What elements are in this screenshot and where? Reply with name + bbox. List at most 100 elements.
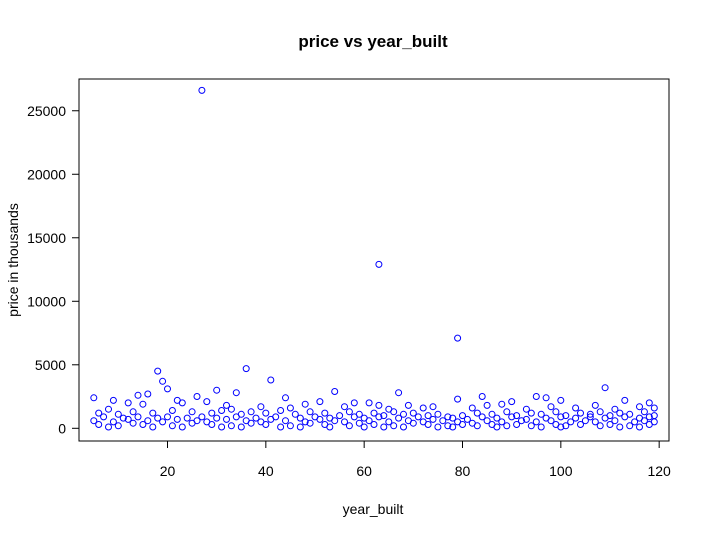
data-point (444, 413, 452, 421)
data-point (149, 409, 157, 417)
data-point (459, 412, 466, 420)
y-tick-label: 25000 (27, 103, 66, 119)
data-point (109, 418, 117, 426)
data-point (508, 398, 516, 406)
data-point (301, 418, 309, 426)
data-point (203, 398, 211, 406)
data-point (95, 421, 103, 428)
data-point (218, 407, 226, 414)
data-point (478, 393, 486, 400)
data-point (218, 423, 226, 431)
data-point (513, 412, 521, 420)
y-tick-label: 10000 (27, 293, 66, 309)
data-point (547, 403, 555, 411)
data-point (267, 376, 275, 384)
data-point (90, 417, 98, 425)
data-point (424, 421, 432, 428)
data-point (498, 418, 506, 426)
data-point (380, 412, 388, 420)
data-point (493, 423, 501, 431)
y-tick-label: 0 (58, 420, 66, 436)
data-point (262, 409, 270, 417)
data-point (375, 401, 383, 409)
x-tick-label: 20 (160, 463, 176, 479)
data-point (213, 386, 221, 394)
data-point (508, 413, 516, 421)
data-point (198, 86, 206, 94)
data-point (306, 419, 314, 427)
data-point (375, 260, 383, 268)
data-point (636, 423, 643, 431)
data-point (114, 410, 122, 418)
data-point (286, 422, 294, 430)
data-point (198, 413, 206, 421)
data-point (168, 407, 176, 414)
data-point (105, 423, 112, 431)
data-point (532, 393, 540, 400)
data-point (395, 414, 403, 422)
data-point (114, 422, 122, 430)
data-point (286, 404, 294, 412)
data-point (188, 408, 196, 416)
data-point (636, 403, 643, 411)
data-point (100, 413, 108, 421)
data-point (350, 413, 358, 421)
data-point (360, 423, 368, 431)
data-point (586, 413, 594, 421)
data-point (591, 401, 599, 409)
data-point (503, 408, 511, 416)
data-point (557, 423, 565, 431)
data-point (429, 415, 437, 423)
data-point (552, 408, 560, 416)
data-point (301, 400, 309, 408)
data-point (134, 413, 142, 421)
data-point (596, 422, 604, 430)
data-point (365, 417, 373, 425)
data-point (488, 410, 496, 418)
data-point (650, 404, 658, 412)
chart-title: price vs year_built (298, 32, 448, 51)
data-point (306, 408, 314, 416)
data-point (390, 422, 398, 430)
data-point (611, 405, 619, 413)
data-point (296, 414, 304, 422)
data-point (134, 391, 142, 399)
data-point (124, 399, 132, 407)
data-point (567, 418, 575, 426)
x-tick-label: 60 (356, 463, 372, 479)
data-point (473, 422, 481, 430)
data-point (257, 403, 265, 411)
data-point (645, 399, 653, 407)
data-point (611, 417, 619, 425)
data-point (208, 409, 216, 417)
y-tick-label: 15000 (27, 230, 66, 246)
data-point (645, 421, 653, 428)
data-point (183, 414, 191, 422)
data-point (414, 413, 422, 421)
data-point (341, 418, 348, 426)
data-point (375, 413, 383, 421)
data-point (341, 403, 348, 411)
data-point (237, 423, 245, 431)
data-point (400, 423, 407, 431)
data-point (164, 385, 171, 393)
x-axis-title: year_built (343, 501, 404, 517)
data-point (355, 419, 363, 427)
data-point (424, 412, 432, 420)
data-point (527, 409, 535, 417)
data-point (404, 401, 412, 409)
data-point (173, 396, 181, 404)
data-point (572, 414, 580, 422)
data-point (188, 419, 196, 427)
data-point (213, 414, 221, 422)
data-point (562, 422, 570, 430)
data-point (483, 401, 491, 409)
data-point (282, 394, 289, 402)
data-point (316, 398, 324, 406)
data-point (454, 334, 462, 342)
data-point (626, 422, 634, 430)
data-point (631, 418, 639, 426)
data-point (498, 400, 506, 408)
data-point (154, 414, 162, 422)
